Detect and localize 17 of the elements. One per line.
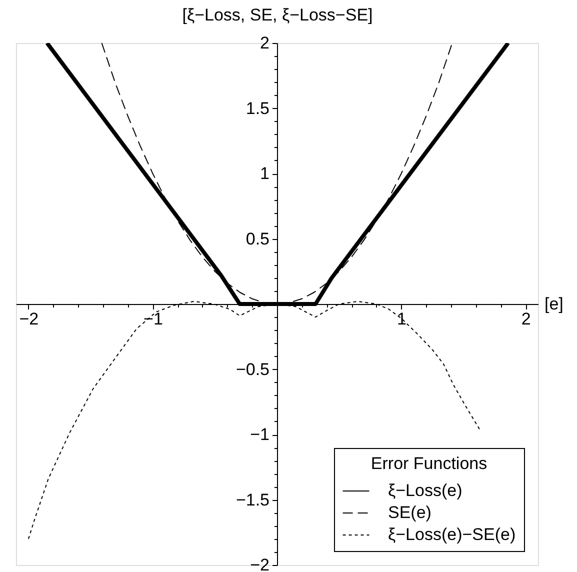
x-tick-label: 2 <box>521 310 531 328</box>
y-axis-title: [ξ−Loss, SE, ξ−Loss−SE] <box>182 6 373 24</box>
y-tick-label: 1.5 <box>246 98 270 118</box>
y-tick-label: 0.5 <box>246 229 270 248</box>
legend-label: SE(e) <box>388 503 432 522</box>
y-tick-label: −1.5 <box>236 490 270 510</box>
x-axis-title: [e] <box>544 294 564 314</box>
y-tick-label: −2 <box>250 556 270 572</box>
y-tick-label: 1 <box>260 164 270 183</box>
x-tick-label: −1 <box>144 310 163 328</box>
legend-title: Error Functions <box>370 454 488 473</box>
x-tick-label: −2 <box>19 310 39 328</box>
y-tick-label: −1 <box>250 425 270 444</box>
y-tick-label: −0.5 <box>236 360 270 379</box>
legend-label: ξ−Loss(e)−SE(e) <box>388 525 516 544</box>
legend-label: ξ−Loss(e) <box>388 481 462 500</box>
y-tick-label: 2 <box>260 34 270 52</box>
